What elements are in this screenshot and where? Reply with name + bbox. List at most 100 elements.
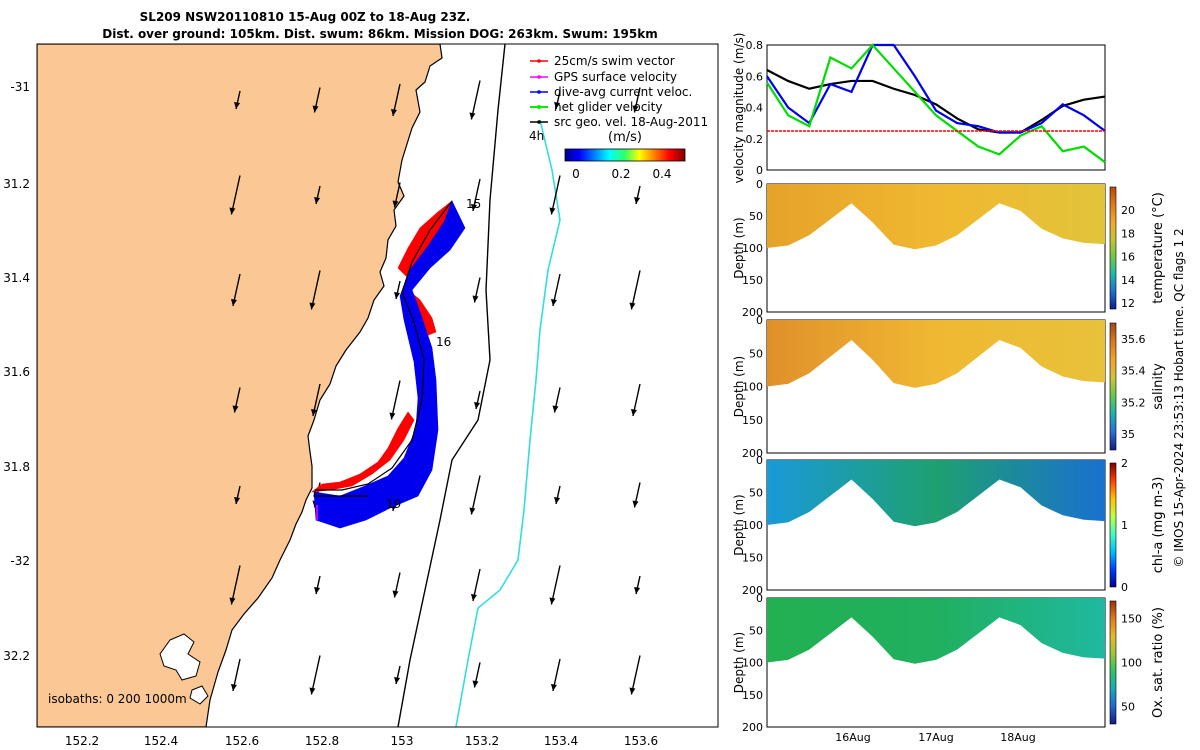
- current-arrow: [630, 270, 641, 310]
- current-arrow-head: [470, 594, 477, 601]
- lat-tick-label: 31.2: [3, 177, 30, 191]
- current-arrow-head: [229, 207, 236, 215]
- velocity-ytick-label: 0.2: [746, 133, 764, 146]
- velocity-yticks: 0 0.2 0.4 0.6 0.8: [746, 39, 764, 177]
- current-arrow-head: [309, 302, 316, 310]
- section-data-field: [767, 184, 1105, 250]
- current-arrow: [470, 80, 481, 120]
- current-arrow-head: [314, 197, 321, 204]
- section-colorbar: [1109, 186, 1117, 310]
- current-arrow-head: [390, 109, 397, 116]
- legend-label-swim: 25cm/s swim vector: [554, 54, 675, 68]
- current-arrow: [390, 380, 401, 420]
- colorbar-tick-label: 2: [1121, 457, 1128, 470]
- time-axis: 16Aug 17Aug 18Aug: [835, 731, 1035, 744]
- lat-tick-label: 32.2: [3, 649, 30, 663]
- current-arrow-head: [469, 507, 476, 515]
- lon-tick-label: 153.2: [465, 734, 499, 748]
- lon-tick-label: 152.4: [144, 734, 178, 748]
- section-data-field: [767, 320, 1105, 388]
- legend-label-net: net glider velocity: [554, 100, 662, 114]
- velocity-ylabel: velocity magnitude (m/s): [732, 33, 746, 184]
- velocity-ytick-label: 0.4: [746, 102, 764, 115]
- day-label-15: 15: [466, 197, 481, 211]
- depth-tick-label: 50: [749, 487, 763, 500]
- depth-tick-label: 150: [742, 414, 763, 427]
- lat-axis: -31 31.2 31.4 31.6 31.8 -32 32.2: [3, 80, 30, 663]
- current-arrow-head: [392, 200, 399, 208]
- current-arrow-head: [552, 405, 559, 413]
- colorbar-tick-label: 14: [1121, 274, 1135, 287]
- lat-tick-label: -32: [10, 554, 30, 568]
- colorbar-tick-label: 100: [1121, 657, 1142, 670]
- depth-tick-label: 50: [749, 347, 763, 360]
- track-line: [313, 200, 453, 497]
- current-arrow-head: [549, 207, 556, 215]
- current-arrow-head: [230, 299, 237, 306]
- current-arrow-head: [634, 197, 641, 204]
- section-variable-label: Ox. sat. ratio (%): [1151, 607, 1166, 718]
- lon-tick-label: 152.6: [225, 734, 259, 748]
- colorbar-tick-label: 50: [1121, 700, 1135, 713]
- current-arrow-head: [314, 587, 321, 594]
- colorbar-tick-label: 1: [1121, 519, 1128, 532]
- speed-colorbar-tick-1: 0.2: [611, 167, 630, 181]
- depth-tick-label: 200: [742, 584, 763, 597]
- track-blue-vectors: [313, 200, 466, 529]
- legend-item-dive-avg: dive-avg current veloc.: [530, 85, 692, 99]
- isobath-200m: [397, 44, 506, 727]
- section-variable-label: chl-a (mg m-3): [1151, 477, 1166, 574]
- legend-item-swim: 25cm/s swim vector: [530, 54, 675, 68]
- current-arrow-head: [309, 687, 316, 695]
- colorbar-tick-label: 35: [1121, 428, 1135, 441]
- section-data-field: [767, 598, 1105, 664]
- depth-axis-label: Depth (m): [732, 356, 746, 417]
- depth-tick-label: 200: [742, 306, 763, 319]
- current-arrows: [229, 80, 641, 695]
- glider-track: [311, 200, 466, 529]
- colorbar-tick-label: 150: [1121, 613, 1142, 626]
- time-tick-label: 16Aug: [835, 731, 870, 744]
- depth-tick-label: 50: [749, 624, 763, 637]
- map-legend: 25cm/s swim vector GPS surface velocity …: [529, 54, 708, 145]
- current-arrow-head: [234, 497, 241, 504]
- lon-axis: 152.2 152.4 152.6 152.8 153 153.2 153.4 …: [65, 734, 658, 748]
- depth-tick-label: 100: [742, 657, 763, 670]
- legend-item-geo: src geo. vel. 18-Aug-2011: [530, 115, 708, 129]
- lon-tick-label: 153.6: [624, 734, 658, 748]
- current-arrow-head: [234, 102, 241, 109]
- depth-tick-label: 200: [742, 447, 763, 460]
- current-arrow-head: [632, 500, 639, 508]
- current-arrow-head: [394, 677, 401, 684]
- velocity-ytick-label: 0.8: [746, 39, 764, 52]
- depth-axis-label: Depth (m): [732, 632, 746, 693]
- current-arrow-head: [634, 587, 641, 594]
- velocity-ytick-label: 0: [756, 164, 763, 177]
- lon-tick-label: 152.8: [305, 734, 339, 748]
- velocity-panel: 0 0.2 0.4 0.6 0.8 velocity magnitude (m/s): [732, 33, 1106, 184]
- legend-scale-label: 4h: [529, 129, 544, 143]
- time-tick-label: 18Aug: [1000, 731, 1035, 744]
- current-arrow: [230, 175, 241, 215]
- speed-colorbar-tick-0: 0: [572, 167, 580, 181]
- current-arrow-head: [389, 412, 396, 420]
- lat-tick-label: 31.8: [3, 460, 30, 474]
- current-arrow-head: [630, 409, 637, 416]
- depth-tick-label: 100: [742, 519, 763, 532]
- depth-tick-label: 50: [749, 210, 763, 223]
- map-panel: 15 16 19 isobaths: 0 200 1000m 25cm/s sw…: [3, 43, 719, 748]
- current-arrow-head: [629, 302, 636, 310]
- colorbar-tick-label: 20: [1121, 204, 1135, 217]
- footer-credit: © IMOS 15-Apr-2024 23:53:13 Hobart time.…: [1172, 228, 1186, 567]
- colorbar-tick-label: 35.4: [1121, 365, 1146, 378]
- depth-tick-label: 100: [742, 242, 763, 255]
- colorbar-tick-label: 16: [1121, 251, 1135, 264]
- current-arrow-head: [550, 299, 557, 306]
- current-arrow-head: [310, 409, 317, 416]
- section-panel: 0 50 100 150 200 Depth (m) 0 1 2 chl-a (mg m-3): [732, 454, 1166, 597]
- colorbar-tick-label: 35.2: [1121, 396, 1146, 409]
- depth-tick-label: 150: [742, 274, 763, 287]
- colorbar-tick-label: 18: [1121, 227, 1135, 240]
